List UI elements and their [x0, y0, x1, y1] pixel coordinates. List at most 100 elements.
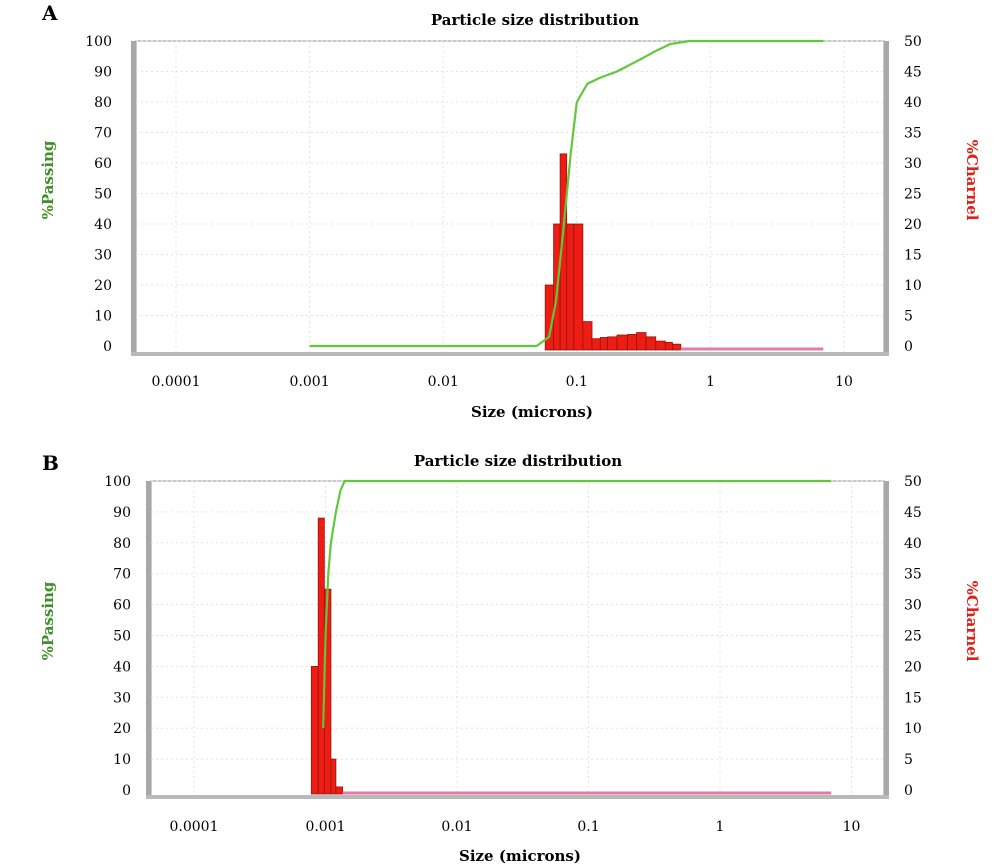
y-right-tick-label: 15: [904, 690, 922, 706]
bottom-axis-bar-a: [131, 352, 889, 356]
chart-panel-a: A Particle size distribution 01020304050…: [39, 1, 981, 421]
y-left-tick-label: 60: [113, 598, 131, 614]
x-tick-label: 0.001: [305, 819, 345, 835]
passing-line-b: [322, 479, 832, 729]
passing-line-a: [309, 39, 824, 348]
right-axis-bar-b: [884, 481, 889, 796]
x-tick-labels-a: 0.0001 0.001 0.01 0.1 1 10: [152, 374, 853, 390]
channel-bar: [636, 332, 647, 351]
y-right-tick-label: 10: [904, 721, 922, 737]
y-left-tick-label: 10: [113, 752, 131, 768]
y-right-tick-label: 5: [904, 752, 913, 768]
channel-bar: [335, 786, 344, 795]
y-right-tick-label: 30: [904, 156, 922, 172]
x-tick-label: 0.0001: [152, 374, 201, 390]
right-axis-bar-a: [884, 41, 889, 354]
y-right-tick-label: 45: [904, 505, 922, 521]
channel-bar: [582, 321, 593, 351]
left-tick-labels-a: 0 10 20 30 40 50 60 70 80 90 100: [85, 34, 112, 355]
x-axis-title-a: Size (microns): [471, 403, 593, 421]
y-right-tick-label: 30: [904, 598, 922, 614]
y-right-tick-label: 0: [904, 783, 913, 799]
x-tick-label: 0.1: [566, 374, 588, 390]
y-left-tick-label: 60: [94, 156, 112, 172]
channel-bar: [655, 340, 666, 351]
chart-title-a: Particle size distribution: [431, 11, 639, 29]
x-tick-label: 0.01: [441, 819, 472, 835]
y-left-tick-label: 90: [94, 65, 112, 81]
channel-bar: [310, 666, 319, 795]
left-axis-bar-b: [146, 481, 151, 796]
panel-label-b: B: [42, 451, 59, 475]
x-tick-label: 1: [706, 374, 715, 390]
x-tick-label: 0.0001: [170, 819, 219, 835]
chart-title-b: Particle size distribution: [414, 452, 622, 470]
y-right-tick-label: 35: [904, 126, 922, 142]
x-axis-title-b: Size (microns): [459, 847, 581, 865]
x-tick-label: 1: [716, 819, 725, 835]
y-left-tick-label: 90: [113, 505, 131, 521]
channel-bar: [566, 223, 575, 351]
y-left-tick-label: 40: [113, 659, 131, 675]
passing-line: [309, 39, 824, 348]
right-tick-labels-a: 0 5 10 15 20 25 30 35 40 45 50: [904, 34, 922, 355]
channel-bar: [573, 223, 584, 351]
right-tick-labels-b: 0 5 10 15 20 25 30 35 40 45 50: [904, 474, 922, 799]
x-tick-label: 10: [835, 374, 853, 390]
channel-bar: [599, 337, 608, 351]
channel-bar: [591, 338, 601, 351]
left-axis-title-b: %Passing: [39, 581, 57, 660]
y-right-tick-label: 20: [904, 217, 922, 233]
y-left-tick-label: 70: [113, 567, 131, 583]
left-tick-labels-b: 0 10 20 30 40 50 60 70 80 90 100: [104, 474, 131, 799]
y-right-tick-label: 45: [904, 65, 922, 81]
y-left-tick-label: 100: [85, 34, 112, 50]
y-right-tick-label: 20: [904, 659, 922, 675]
x-tick-labels-b: 0.0001 0.001 0.01 0.1 1 10: [170, 819, 861, 835]
panel-label-a: A: [41, 1, 58, 25]
left-axis-title-a: %Passing: [39, 140, 57, 219]
y-right-tick-label: 50: [904, 34, 922, 50]
y-right-tick-label: 25: [904, 187, 922, 203]
y-right-tick-label: 40: [904, 536, 922, 552]
y-right-tick-label: 35: [904, 567, 922, 583]
y-left-tick-label: 30: [94, 248, 112, 264]
y-left-tick-label: 50: [113, 629, 131, 645]
y-left-tick-label: 40: [94, 217, 112, 233]
channel-bar: [672, 343, 682, 351]
y-right-tick-label: 5: [904, 309, 913, 325]
plot-area-a: [135, 40, 885, 355]
y-left-tick-label: 100: [104, 474, 131, 490]
channel-bar: [664, 341, 673, 351]
channel-bar: [627, 334, 637, 351]
y-right-tick-label: 50: [904, 474, 922, 490]
x-tick-label: 0.01: [428, 374, 459, 390]
channel-bar: [317, 517, 325, 795]
y-right-tick-label: 40: [904, 95, 922, 111]
right-axis-title-a: %Charnel: [963, 140, 981, 221]
channel-bar: [616, 334, 628, 351]
channel-bars-b: [310, 517, 832, 795]
channel-bar: [330, 758, 337, 795]
passing-line: [322, 479, 832, 729]
y-left-tick-label: 80: [113, 536, 131, 552]
y-left-tick-label: 20: [113, 721, 131, 737]
plot-area-b: [150, 480, 885, 797]
y-right-tick-label: 25: [904, 629, 922, 645]
y-left-tick-label: 80: [94, 95, 112, 111]
right-axis-title-b: %Charnel: [963, 581, 981, 662]
chart-panel-b: B Particle size distribution 01020304050…: [39, 451, 981, 865]
x-tick-label: 0.001: [290, 374, 330, 390]
y-left-tick-label: 70: [94, 126, 112, 142]
y-left-tick-label: 0: [122, 783, 131, 799]
y-left-tick-label: 10: [94, 309, 112, 325]
bottom-axis-bar-b: [146, 795, 889, 799]
y-left-tick-label: 30: [113, 690, 131, 706]
y-left-tick-label: 50: [94, 187, 112, 203]
x-tick-label: 10: [843, 819, 861, 835]
channel-bar: [645, 336, 657, 351]
channel-bar: [607, 336, 618, 351]
left-axis-bar-a: [131, 41, 136, 354]
y-left-tick-label: 20: [94, 278, 112, 294]
